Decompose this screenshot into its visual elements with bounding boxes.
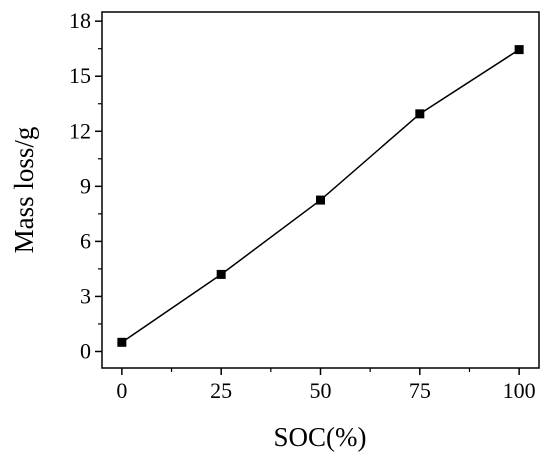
y-axis-title: Mass loss/g <box>9 127 39 254</box>
data-point-marker <box>316 195 325 205</box>
data-point-marker <box>117 337 127 347</box>
y-tick-label: 12 <box>69 118 91 143</box>
data-point-marker <box>216 269 226 279</box>
y-tick-label: 18 <box>69 8 91 33</box>
x-tick-label: 25 <box>210 378 232 403</box>
data-point-marker <box>415 109 425 119</box>
x-axis-tick-labels: 0 25 50 75 100 <box>116 378 535 403</box>
plot-area-frame <box>101 11 540 369</box>
y-axis-ticks <box>95 20 102 353</box>
x-axis-title: SOC(%) <box>274 422 367 452</box>
x-tick-label: 0 <box>116 378 127 403</box>
y-tick-label: 0 <box>80 338 91 363</box>
series-markers <box>117 45 524 347</box>
x-tick-label: 100 <box>503 378 536 403</box>
x-tick-label: 75 <box>409 378 431 403</box>
x-tick-label: 50 <box>310 378 332 403</box>
y-axis-tick-labels: 0 3 6 9 12 15 18 <box>69 8 91 363</box>
y-tick-label: 3 <box>80 283 91 308</box>
y-tick-label: 9 <box>80 173 91 198</box>
data-point-marker <box>514 45 524 55</box>
y-tick-label: 15 <box>69 63 91 88</box>
x-axis-ticks <box>121 368 520 375</box>
y-tick-label: 6 <box>80 228 91 253</box>
